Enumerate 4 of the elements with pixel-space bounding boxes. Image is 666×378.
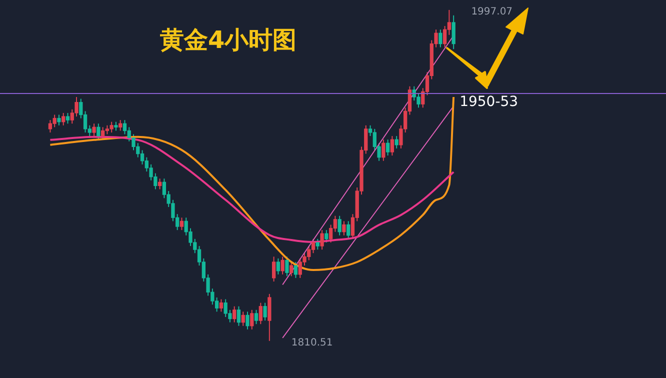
text: 黄金4小时图 xyxy=(160,25,297,56)
ref-line-label: 1950-53 xyxy=(460,94,518,110)
text: 1997.07 xyxy=(471,6,513,18)
annotation: 1810.51 xyxy=(291,338,333,349)
